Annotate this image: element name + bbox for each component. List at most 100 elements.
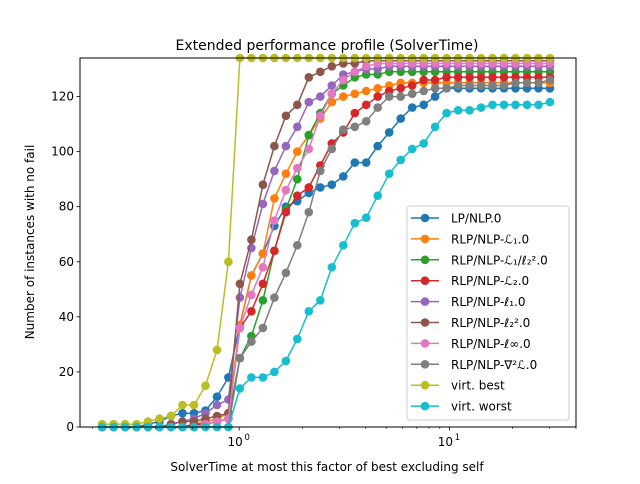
data-point [373, 191, 383, 200]
data-point [361, 213, 371, 222]
data-point [499, 81, 509, 90]
data-point [189, 400, 199, 410]
legend-marker [420, 276, 430, 286]
data-point [270, 293, 279, 302]
data-point [327, 81, 337, 90]
data-point [247, 290, 256, 300]
data-point [534, 78, 543, 88]
data-point [407, 103, 417, 112]
data-point [465, 81, 474, 90]
y-tick-label: 0 [66, 420, 74, 434]
legend-marker [420, 213, 430, 223]
legend-marker [420, 339, 430, 348]
data-point [212, 392, 222, 402]
data-point [293, 163, 302, 173]
data-point [327, 62, 337, 71]
data-point [511, 100, 520, 110]
y-tick-label: 80 [59, 200, 74, 214]
data-point [373, 103, 383, 112]
data-point [304, 307, 314, 316]
legend-label: RLP/NLP-ℒ₁/ℓ₂².0 [451, 253, 548, 267]
data-point [442, 108, 451, 118]
legend-item: RLP/NLP-ℓ₂².0 [411, 316, 530, 330]
legend-item: RLP/NLP-ℓ₁.0 [411, 295, 525, 309]
data-point [293, 147, 302, 156]
data-point [247, 271, 256, 280]
data-point [442, 84, 451, 93]
legend-label: RLP/NLP-∇²ℒ.0 [451, 358, 537, 372]
data-point [281, 356, 291, 366]
data-point [350, 158, 360, 167]
data-point [270, 246, 279, 256]
data-point [453, 73, 463, 82]
data-point [361, 117, 371, 126]
data-point [476, 81, 486, 90]
data-point [258, 180, 268, 189]
data-point [235, 353, 245, 363]
data-point [419, 86, 429, 96]
series-line [102, 60, 550, 428]
data-point [235, 384, 245, 393]
data-point [258, 199, 268, 209]
data-point [419, 100, 429, 110]
data-point [430, 122, 440, 132]
data-point [430, 84, 440, 93]
data-point [270, 166, 279, 176]
data-point [304, 144, 314, 154]
data-point [373, 92, 383, 101]
series-line [102, 87, 550, 428]
data-point [316, 166, 325, 176]
axes-frame [79, 57, 577, 428]
data-point [511, 78, 520, 88]
y-tick-label: 120 [51, 90, 74, 104]
data-point [407, 144, 417, 154]
data-point [304, 207, 314, 217]
data-point [339, 172, 348, 181]
data-point [339, 92, 348, 101]
data-point [327, 180, 337, 189]
data-point [476, 103, 486, 112]
data-point [304, 97, 314, 107]
x-axis-label: SolverTime at most this factor of best e… [170, 460, 484, 474]
legend-label: RLP/NLP-ℒ₁.0 [451, 232, 529, 246]
data-point [258, 296, 268, 305]
data-point [293, 334, 302, 344]
y-axis-label: Number of instances with no fail [23, 145, 37, 340]
data-point [465, 73, 474, 82]
legend-label: virt. best [451, 379, 505, 393]
data-point [316, 67, 325, 77]
y-tick-label: 60 [59, 255, 74, 269]
data-point [316, 183, 325, 192]
data-point [235, 293, 245, 302]
data-point [350, 89, 360, 99]
y-tick-label: 20 [59, 365, 74, 379]
data-point [350, 122, 360, 132]
data-point [373, 84, 383, 93]
data-point [419, 75, 429, 85]
data-point [258, 279, 268, 289]
data-point [361, 62, 371, 71]
data-point [453, 81, 463, 90]
data-point [384, 128, 394, 137]
legend-label: RLP/NLP-ℓ₁.0 [451, 295, 525, 309]
data-point [339, 75, 348, 85]
legend-marker [420, 380, 430, 390]
data-point [270, 216, 279, 225]
legend-marker [420, 401, 430, 411]
data-point [235, 279, 245, 289]
data-point [281, 268, 291, 278]
chart-title: Extended performance profile (SolverTime… [176, 38, 479, 54]
legend-item: virt. best [411, 379, 505, 393]
legend-label: virt. worst [451, 400, 512, 414]
data-point [270, 194, 279, 203]
legend-label: RLP/NLP-ℓ∞.0 [451, 337, 531, 351]
data-point [384, 92, 394, 101]
data-point [178, 400, 187, 410]
x-tick-label: 10 [438, 435, 453, 449]
data-point [247, 373, 256, 382]
legend-marker [420, 234, 430, 244]
data-point [442, 73, 451, 82]
data-point [499, 73, 509, 82]
legend-item: LP/NLP.0 [411, 212, 501, 226]
